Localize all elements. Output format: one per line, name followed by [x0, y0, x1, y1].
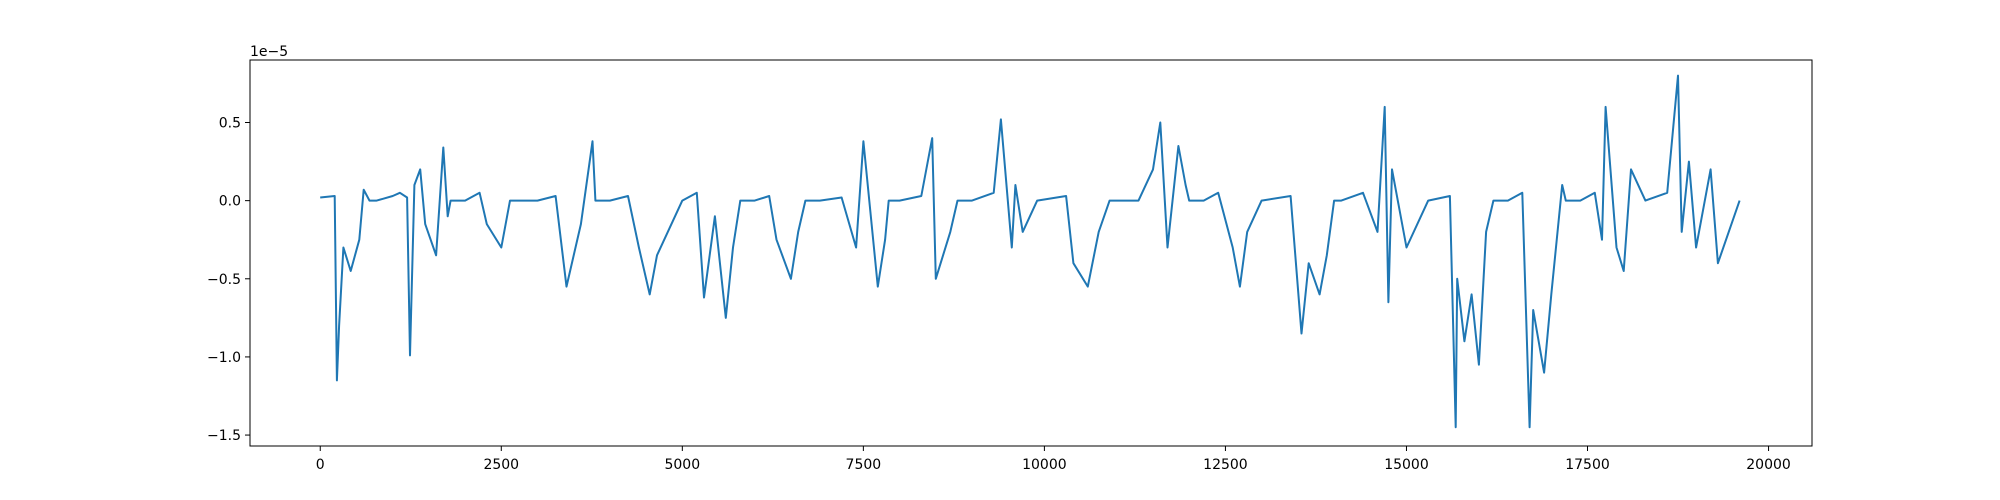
x-tick-label: 10000: [1022, 457, 1067, 473]
y-tick-label: −1.0: [207, 350, 241, 366]
y-tick-label: −0.5: [207, 272, 241, 288]
x-tick-label: 5000: [664, 457, 700, 473]
data-series-group: [320, 74, 1741, 429]
y-tick-label: 0.0: [219, 194, 241, 210]
plot-frame: [249, 59, 1813, 447]
x-axis-ticks: 0 2500 5000 7500 10000 12500 15000 17500 20000: [316, 446, 1791, 473]
x-tick-label: 17500: [1565, 457, 1610, 473]
y-axis-ticks: 0.5 0.0 −0.5 −1.0 −1.5: [207, 116, 250, 444]
y-axis-offset-label: 1e−5: [250, 44, 288, 60]
y-tick-label: 0.5: [219, 116, 241, 132]
x-tick-label: 0: [316, 457, 325, 473]
x-tick-label: 2500: [483, 457, 519, 473]
x-tick-label: 15000: [1384, 457, 1429, 473]
x-tick-label: 7500: [846, 457, 882, 473]
y-tick-label: −1.5: [207, 428, 241, 444]
x-tick-label: 20000: [1746, 457, 1791, 473]
series-line-0: [320, 74, 1741, 429]
x-tick-label: 12500: [1203, 457, 1248, 473]
